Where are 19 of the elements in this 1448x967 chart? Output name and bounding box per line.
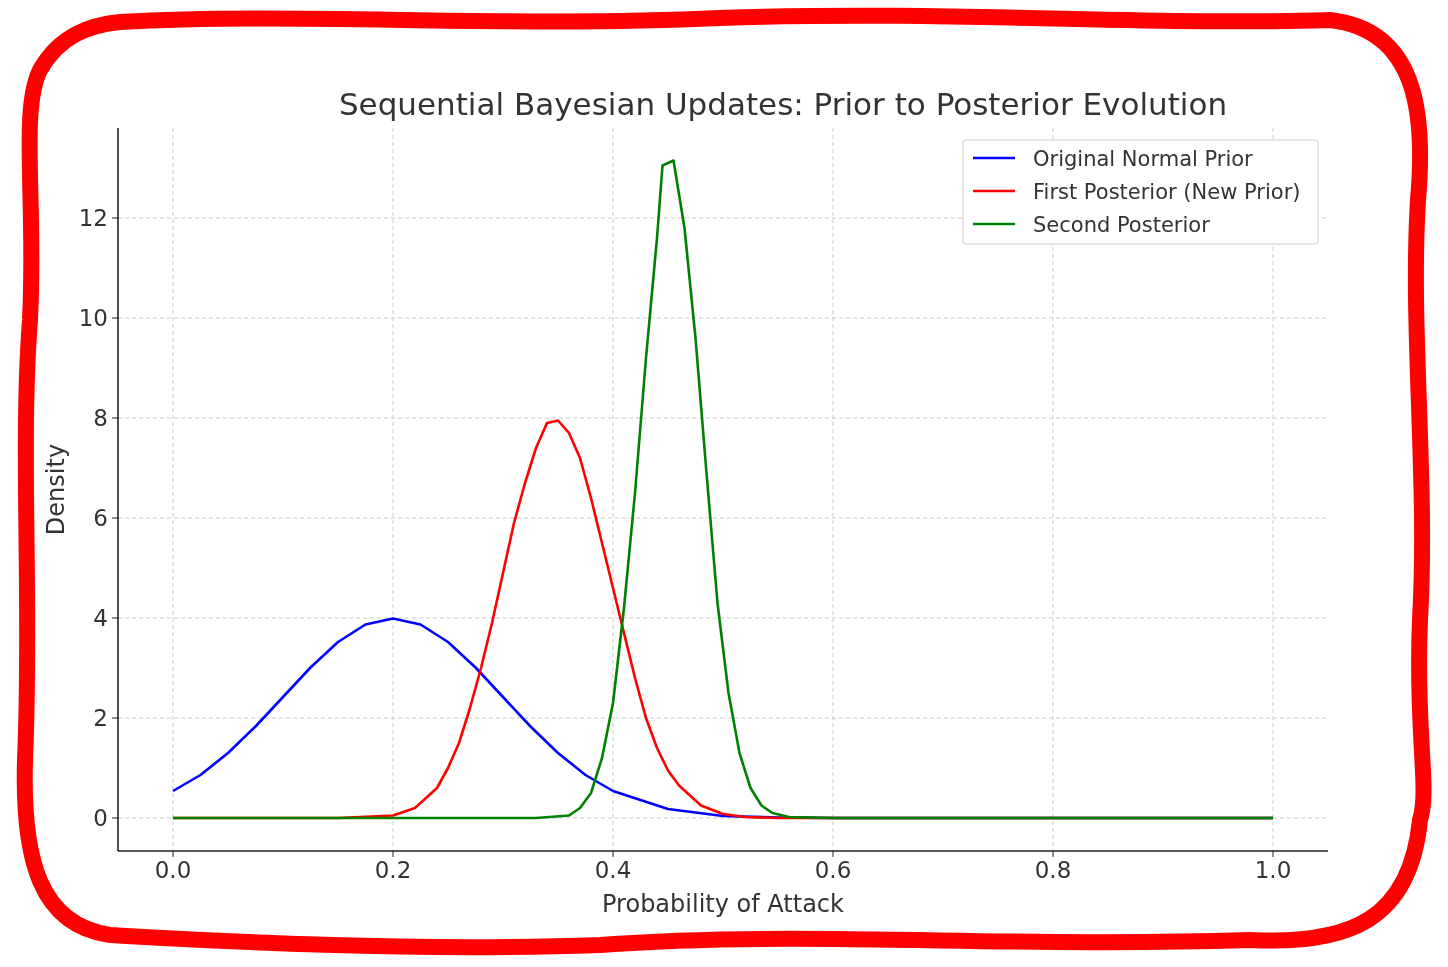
x-tick-label: 0.8 [1034,857,1072,883]
y-tick-label: 2 [93,705,108,731]
y-tick-label: 12 [78,205,108,231]
y-tick-label: 10 [78,305,108,331]
y-tick-label: 4 [93,605,108,631]
x-tick-label: 0.2 [374,857,412,883]
legend-label: Second Posterior [1033,213,1211,237]
y-tick-label: 0 [93,805,108,831]
chart-title: Sequential Bayesian Updates: Prior to Posterior Evolution [338,86,1228,122]
y-tick-label: 6 [93,505,108,531]
legend-label: Original Normal Prior [1033,147,1254,171]
legend-label: First Posterior (New Prior) [1033,180,1301,204]
y-tick-label: 8 [93,405,108,431]
x-tick-label: 0.4 [594,857,632,883]
x-tick-label: 1.0 [1254,857,1292,883]
x-tick-label: 0.0 [154,857,192,883]
x-axis-title: Probability of Attack [602,890,845,918]
x-tick-label: 0.6 [814,857,852,883]
y-axis-title: Density [42,443,70,536]
